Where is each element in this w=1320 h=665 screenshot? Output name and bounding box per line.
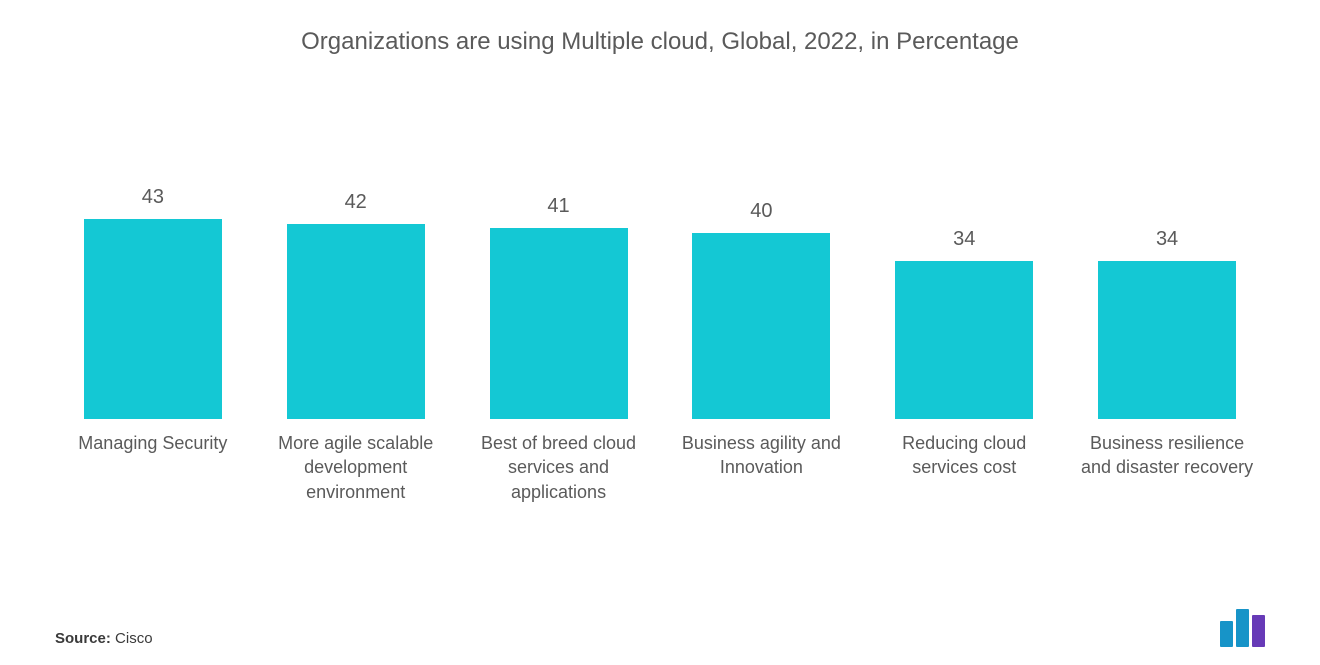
footer-row: Source: Cisco — [55, 609, 1265, 647]
bar-group: 42 More agile scalable development enviro… — [266, 191, 446, 531]
bar-group: 43 Managing Security — [63, 186, 243, 531]
source-value: Cisco — [115, 630, 153, 647]
bar — [1098, 261, 1236, 419]
chart-title: Organizations are using Multiple cloud, … — [0, 0, 1320, 56]
bar — [84, 219, 222, 419]
bar-value: 40 — [750, 200, 772, 223]
chart-area: 43 Managing Security 42 More agile scalable… — [0, 151, 1320, 531]
logo-bar-icon — [1236, 609, 1249, 647]
bar-group: 40 Business agility and Innovation — [671, 200, 851, 531]
bar-label: Reducing cloud services cost — [874, 431, 1054, 531]
bar-value: 34 — [1156, 228, 1178, 251]
source-label: Source: — [55, 630, 111, 647]
bar-value: 42 — [345, 191, 367, 214]
logo-bar-icon — [1220, 621, 1233, 647]
logo-bar-icon — [1252, 615, 1265, 647]
bar-value: 34 — [953, 228, 975, 251]
bar — [895, 261, 1033, 419]
bar — [692, 233, 830, 419]
bar-label: Business resilience and disaster recover… — [1077, 431, 1257, 531]
bar-group: 34 Reducing cloud services cost — [874, 228, 1054, 531]
bar-label: Best of breed cloud services and applica… — [469, 431, 649, 531]
bar-group: 34 Business resilience and disaster recov… — [1077, 228, 1257, 531]
bar-label: Managing Security — [63, 431, 243, 531]
bar — [287, 224, 425, 419]
bar — [490, 228, 628, 419]
bar-label: Business agility and Innovation — [671, 431, 851, 531]
source-text: Source: Cisco — [55, 630, 153, 647]
bar-label: More agile scalable development environm… — [266, 431, 446, 531]
bar-value: 41 — [547, 195, 569, 218]
bar-group: 41 Best of breed cloud services and appli… — [469, 195, 649, 531]
bar-value: 43 — [142, 186, 164, 209]
brand-logo — [1220, 609, 1265, 647]
